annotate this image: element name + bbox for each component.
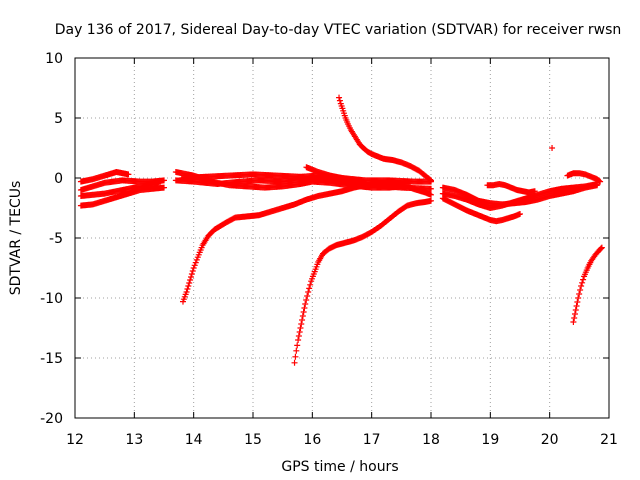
data-point <box>291 359 298 366</box>
data-point <box>303 297 310 303</box>
series-arc-j <box>336 94 434 184</box>
data-point <box>186 280 193 286</box>
data-point <box>573 303 580 309</box>
data-point <box>294 342 301 349</box>
series-arc-c <box>77 181 162 199</box>
data-point <box>571 311 578 317</box>
series-arc-o <box>484 181 538 196</box>
series-arc-q <box>570 244 605 325</box>
data-point <box>336 94 343 101</box>
data-point <box>187 274 194 280</box>
x-tick-label: 20 <box>541 432 559 448</box>
data-point <box>302 301 309 307</box>
data-point <box>428 197 434 204</box>
data-point <box>307 281 314 288</box>
y-tick-label: -10 <box>40 291 63 307</box>
data-point <box>184 286 191 292</box>
data-point <box>570 319 577 325</box>
y-axis-title: SDTVAR / TECUs <box>8 181 24 296</box>
chart-title: Day 136 of 2017, Sidereal Day-to-day VTE… <box>55 22 622 38</box>
y-tick-label: -15 <box>40 351 63 367</box>
data-point <box>191 262 198 269</box>
data-point <box>192 259 199 266</box>
x-tick-label: 12 <box>66 432 84 448</box>
data-point <box>549 145 556 151</box>
data-point <box>304 293 311 299</box>
data-point <box>297 325 304 331</box>
data-point <box>574 299 581 305</box>
data-marks <box>77 94 605 366</box>
data-point <box>579 279 586 286</box>
grid <box>75 58 609 418</box>
data-point <box>596 177 603 184</box>
data-point <box>598 244 605 251</box>
series-arc-h <box>179 179 434 305</box>
data-point <box>293 347 300 354</box>
data-point <box>577 287 584 293</box>
data-point <box>298 321 305 327</box>
series-arc-i <box>291 197 434 366</box>
x-tick-label: 19 <box>481 432 499 448</box>
data-point <box>296 329 303 335</box>
x-tick-label: 21 <box>600 432 618 448</box>
axis-ticks: 12 13 14 15 16 17 18 19 20 21 10 5 0 -5 -10 -15 -20 <box>40 51 618 448</box>
y-tick-label: 5 <box>54 111 63 127</box>
data-point <box>188 271 195 277</box>
data-point <box>531 188 538 195</box>
y-tick-label: -5 <box>49 231 63 247</box>
data-point <box>571 315 578 321</box>
data-point <box>428 185 434 192</box>
series-arc-a <box>77 169 132 185</box>
data-point <box>578 283 585 289</box>
data-point <box>295 333 302 339</box>
data-point <box>295 337 302 343</box>
data-point <box>190 265 197 271</box>
series-arc-d <box>77 184 167 209</box>
series-arc-p <box>564 170 604 185</box>
data-point <box>292 353 299 360</box>
series-outlier <box>549 145 556 151</box>
data-point <box>300 309 307 315</box>
x-axis-title: GPS time / hours <box>281 459 398 475</box>
data-point <box>161 184 167 191</box>
series-arc-m <box>439 181 601 211</box>
data-point <box>187 277 194 283</box>
x-tick-label: 18 <box>422 432 440 448</box>
data-point <box>428 177 434 184</box>
x-tick-label: 13 <box>125 432 143 448</box>
data-point <box>598 245 605 252</box>
data-point <box>193 256 200 263</box>
data-point <box>575 295 582 301</box>
y-tick-label: 10 <box>45 51 63 67</box>
data-point <box>597 178 604 185</box>
data-point <box>336 97 343 104</box>
data-point <box>576 291 583 297</box>
data-point <box>305 289 312 295</box>
data-point <box>185 283 192 289</box>
x-tick-label: 14 <box>185 432 203 448</box>
data-point <box>189 268 196 274</box>
series-arc-k <box>303 164 369 186</box>
series-arc-n <box>439 195 523 225</box>
data-point <box>517 211 523 217</box>
x-tick-label: 17 <box>363 432 381 448</box>
data-point <box>299 317 306 323</box>
y-tick-label: 0 <box>54 171 63 187</box>
data-point <box>572 307 579 313</box>
data-point <box>183 289 190 295</box>
data-point <box>428 191 434 198</box>
data-point <box>306 285 313 292</box>
data-point <box>427 176 434 183</box>
x-tick-label: 15 <box>244 432 262 448</box>
data-point <box>125 171 132 178</box>
y-tick-label: -20 <box>40 411 63 427</box>
data-point <box>299 313 306 319</box>
data-point <box>161 177 167 184</box>
data-point <box>301 305 308 311</box>
data-point <box>580 276 587 283</box>
x-tick-label: 16 <box>303 432 321 448</box>
data-point <box>362 179 369 186</box>
